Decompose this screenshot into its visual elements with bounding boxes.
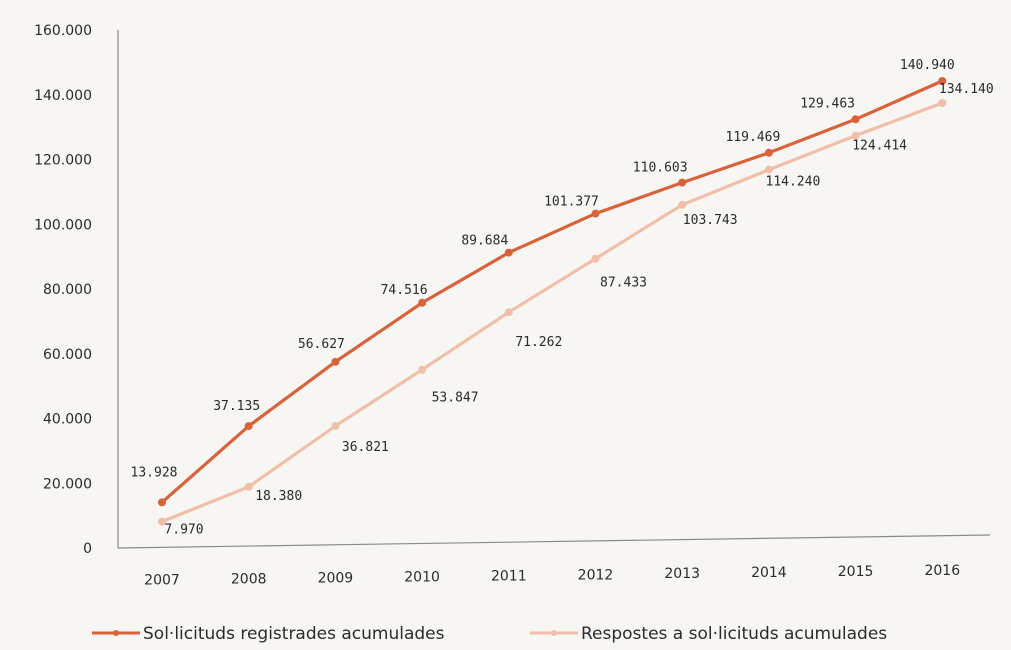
data-point — [244, 422, 253, 431]
data-point — [851, 115, 860, 124]
y-tick-label: 60.000 — [43, 347, 92, 363]
legend-marker-respostes — [551, 630, 557, 636]
data-point — [244, 482, 253, 491]
legend: Sol·licituds registrades acumulades Resp… — [92, 624, 887, 644]
x-tick-label: 2008 — [231, 571, 267, 587]
legend-item-registrades: Sol·licituds registrades acumulades — [92, 624, 445, 644]
x-tick-label: 2011 — [491, 568, 527, 584]
data-label: 36.821 — [342, 440, 389, 455]
data-point — [678, 178, 687, 187]
x-tick-labels: 2007 2008 2009 2010 2011 2012 2013 2014 2015 2016 — [144, 563, 960, 588]
data-point — [418, 298, 427, 307]
y-tick-label: 80.000 — [43, 282, 92, 298]
x-tick-label: 2009 — [318, 570, 354, 586]
data-label: 124.414 — [852, 139, 907, 154]
x-tick-label: 2014 — [751, 565, 787, 581]
data-point — [331, 421, 340, 430]
x-tick-label: 2007 — [144, 572, 180, 588]
data-point — [591, 254, 600, 263]
y-tick-label: 40.000 — [43, 412, 92, 428]
data-point — [331, 357, 340, 366]
data-label: 101.377 — [544, 195, 599, 210]
data-label: 13.928 — [131, 465, 178, 480]
data-point — [938, 76, 947, 85]
x-tick-label: 2015 — [838, 564, 874, 580]
y-tick-label: 100.000 — [34, 217, 92, 233]
x-tick-label: 2013 — [664, 566, 700, 582]
data-label: 103.743 — [683, 213, 738, 228]
data-label: 129.463 — [800, 96, 855, 111]
series-layer — [158, 76, 947, 526]
data-point — [764, 165, 773, 174]
y-tick-labels: 0 20.000 40.000 60.000 80.000 100.000 120.000 1… — [34, 23, 92, 557]
legend-label-registrades: Sol·licituds registrades acumulades — [143, 624, 445, 644]
data-label: 119.469 — [726, 130, 781, 145]
data-label: 114.240 — [766, 175, 821, 190]
series-line-0 — [160, 79, 943, 504]
y-tick-label: 20.000 — [43, 476, 92, 492]
data-point — [678, 200, 687, 209]
y-tick-label: 160.000 — [34, 23, 92, 39]
data-point — [591, 209, 600, 218]
x-axis-line — [117, 534, 991, 549]
data-point — [158, 517, 166, 526]
data-point — [418, 365, 427, 374]
data-label: 53.847 — [432, 391, 479, 406]
x-tick-label: 2012 — [578, 567, 614, 583]
data-point — [158, 498, 166, 507]
data-label: 18.380 — [255, 489, 302, 504]
series-line-1 — [161, 101, 943, 524]
y-tick-label: 0 — [83, 541, 92, 557]
data-point — [504, 308, 513, 317]
data-label: 140.940 — [900, 58, 955, 73]
chart-axes — [117, 30, 991, 549]
data-point — [764, 148, 773, 157]
data-label: 7.970 — [164, 523, 203, 538]
y-tick-label: 140.000 — [34, 88, 92, 104]
data-label: 87.433 — [600, 276, 647, 291]
data-point — [851, 131, 860, 140]
x-tick-label: 2016 — [924, 563, 960, 579]
legend-item-respostes: Respostes a sol·licituds acumulades — [530, 624, 887, 644]
data-label: 56.627 — [298, 337, 345, 352]
y-tick-label: 120.000 — [34, 153, 92, 169]
data-label: 110.603 — [633, 161, 688, 176]
data-label: 37.135 — [213, 399, 260, 414]
data-label: 74.516 — [381, 283, 428, 298]
legend-marker-registrades — [113, 630, 119, 636]
data-label: 89.684 — [461, 234, 508, 249]
data-labels: 13.928 37.135 56.627 74.516 89.684 101.377 110… — [131, 58, 994, 538]
data-label: 71.262 — [515, 335, 562, 350]
data-point — [504, 248, 513, 257]
data-label: 134.140 — [939, 82, 994, 97]
x-tick-label: 2010 — [404, 569, 440, 585]
legend-label-respostes: Respostes a sol·licituds acumulades — [581, 624, 887, 644]
data-point — [938, 99, 947, 108]
